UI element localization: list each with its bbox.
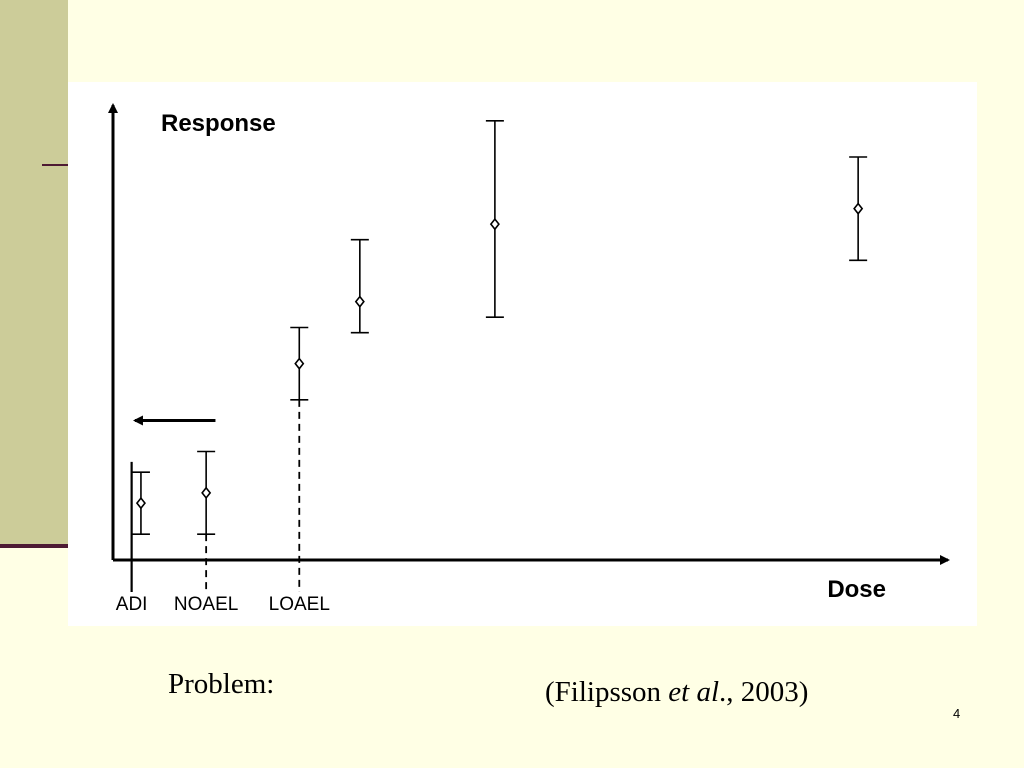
data-point bbox=[350, 238, 369, 334]
diamond-marker bbox=[294, 357, 305, 370]
data-point bbox=[849, 156, 868, 262]
citation: (Filipsson et al., 2003) bbox=[545, 676, 808, 709]
x-axis-label: Dose bbox=[827, 576, 886, 603]
loael-label: LOAEL bbox=[269, 594, 330, 615]
y-axis-label: Response bbox=[161, 110, 276, 137]
divider-rule bbox=[0, 544, 90, 548]
diamond-marker bbox=[354, 295, 365, 308]
slide-sidebar bbox=[0, 0, 68, 545]
noael-label: NOAEL bbox=[174, 594, 238, 615]
dose-response-chart: ADI NOAEL LOAEL Response Dose bbox=[108, 103, 950, 615]
diamond-marker bbox=[201, 486, 212, 500]
slide-number: 4 bbox=[953, 706, 961, 721]
data-point bbox=[290, 326, 309, 401]
diamond-marker bbox=[489, 217, 500, 231]
data-point bbox=[197, 450, 216, 535]
citation-et-al: et al bbox=[668, 676, 720, 708]
diamond-marker bbox=[135, 496, 146, 510]
citation-year: ., 2003) bbox=[719, 676, 809, 708]
title-underline bbox=[42, 164, 82, 166]
problem-caption: Problem: bbox=[168, 668, 275, 700]
adi-label: ADI bbox=[116, 594, 148, 615]
data-point bbox=[131, 471, 150, 535]
citation-author: (Filipsson bbox=[545, 676, 669, 708]
diamond-marker bbox=[853, 202, 864, 215]
data-point bbox=[485, 120, 504, 318]
dose-response-figure: ADI NOAEL LOAEL Response Dose bbox=[68, 82, 977, 626]
